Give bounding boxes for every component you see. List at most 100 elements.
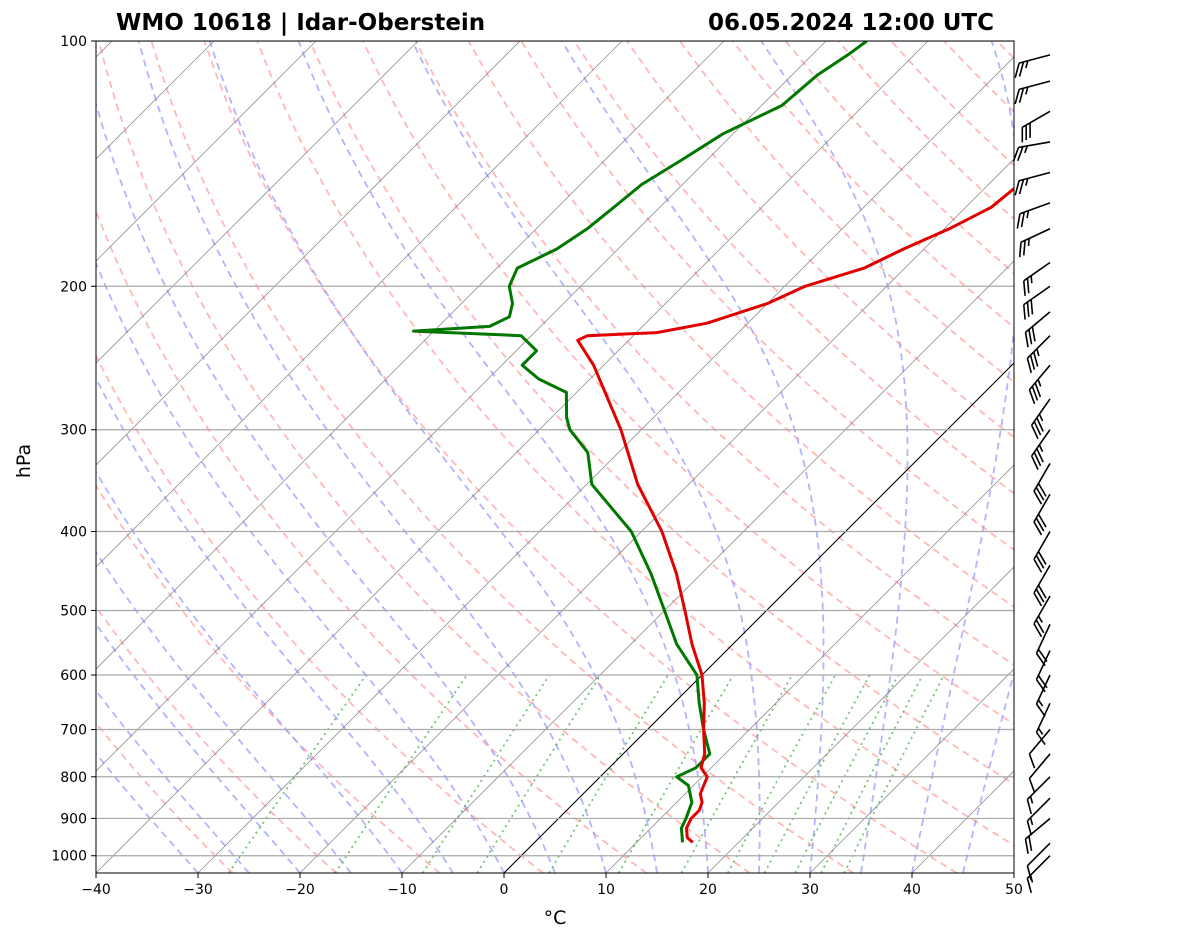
y-tick-label: 100 — [60, 34, 87, 50]
barb-shaft — [1035, 702, 1051, 733]
barb-flag — [1024, 332, 1029, 348]
barb-flag — [1030, 455, 1039, 470]
moist-adiabat — [297, 41, 709, 873]
plot-frame — [95, 40, 1015, 874]
wind-barb — [1030, 429, 1051, 470]
axis-ticks: −40 −30 −20 −10 0 10 20 30 40 50 100 200 300 400 500 60… — [51, 34, 1023, 898]
barb-flag — [1020, 212, 1025, 228]
barb-half-flag — [1037, 699, 1044, 707]
dry-adiabat — [96, 605, 337, 873]
x-axis-label: °C — [544, 907, 567, 929]
moist-adiabat — [96, 100, 556, 873]
barb-flag — [1026, 358, 1033, 374]
dry-adiabat — [150, 41, 854, 873]
barb-flag — [1035, 588, 1045, 603]
barb-flag — [1028, 753, 1036, 769]
barb-flag — [1017, 146, 1024, 162]
barb-flag — [1028, 835, 1033, 852]
wind-barb — [1033, 595, 1051, 638]
dry-adiabat — [203, 41, 958, 873]
wind-barb — [1028, 729, 1051, 769]
isotherm — [605, 464, 1014, 873]
y-tick-label: 600 — [60, 668, 87, 684]
zero-isotherm — [503, 362, 1014, 873]
isotherm — [96, 41, 725, 670]
moist-adiabat — [96, 376, 454, 873]
barb-shaft — [1030, 429, 1051, 457]
wind-barb — [1022, 285, 1051, 320]
wind-barb — [1033, 463, 1051, 505]
barb-flag — [1012, 147, 1020, 162]
barb-shaft — [1024, 311, 1051, 334]
isotherm — [96, 41, 929, 873]
wind-barb — [1026, 797, 1051, 836]
barb-flag — [1031, 326, 1036, 342]
isotherm — [707, 566, 1014, 873]
wind-barb — [1033, 493, 1051, 536]
mixing-ratio-line — [548, 674, 669, 873]
wind-barb — [1035, 702, 1051, 746]
barb-flag — [1026, 278, 1030, 294]
barb-half-flag — [1024, 145, 1029, 154]
background-lines — [96, 41, 1014, 873]
barb-flag — [1026, 878, 1033, 894]
barb-flag — [1030, 299, 1034, 315]
barb-shaft — [1030, 398, 1051, 426]
moist-adiabat — [96, 689, 250, 873]
isotherm — [96, 41, 623, 568]
wind-barb — [1021, 110, 1051, 143]
y-tick-label: 700 — [60, 723, 87, 739]
barb-flag — [1037, 482, 1047, 497]
x-tick-label: 50 — [1005, 882, 1023, 898]
y-axis-label: hPa — [13, 444, 35, 478]
barb-flag — [1037, 513, 1047, 528]
mixing-ratio-line — [617, 674, 735, 873]
wind-barb — [1026, 842, 1051, 881]
barb-shaft — [1019, 202, 1051, 215]
barb-flag — [1022, 304, 1026, 320]
wind-barb — [1030, 398, 1051, 440]
barb-shaft — [1028, 729, 1051, 755]
y-tick-label: 500 — [60, 603, 87, 619]
x-tick-label: 20 — [699, 882, 717, 898]
barb-flag — [1032, 351, 1039, 367]
wind-barb — [1014, 80, 1051, 105]
dry-adiabat — [96, 483, 441, 873]
x-tick-label: −30 — [183, 882, 213, 898]
wind-barb — [1014, 171, 1051, 196]
barb-shaft — [1033, 493, 1051, 523]
wind-barbs — [1012, 54, 1051, 894]
barb-flag — [1022, 240, 1026, 256]
wind-barb — [1022, 261, 1051, 296]
mixing-ratio-line — [843, 674, 945, 873]
wind-barb — [1028, 753, 1051, 793]
dry-adiabat — [256, 41, 1014, 847]
barb-shaft — [1026, 855, 1051, 879]
barb-flag — [1037, 584, 1047, 599]
y-tick-label: 800 — [60, 770, 87, 786]
barb-shaft — [1018, 171, 1051, 182]
barb-flag — [1035, 703, 1046, 717]
barb-shaft — [1018, 80, 1051, 91]
barb-flag — [1024, 838, 1029, 854]
barb-half-flag — [1036, 348, 1040, 357]
barb-half-flag — [1038, 444, 1044, 453]
barb-half-flag — [1025, 60, 1029, 69]
y-tick-label: 200 — [60, 279, 87, 295]
barb-flag — [1033, 558, 1043, 573]
barb-shaft — [1020, 228, 1051, 244]
barb-shaft — [1033, 564, 1051, 594]
wind-barb — [1026, 335, 1051, 374]
barb-shaft — [1026, 335, 1051, 359]
barb-half-flag — [1026, 210, 1030, 219]
isotherm — [96, 41, 827, 772]
barb-flag — [1026, 865, 1033, 881]
isotherm — [809, 668, 1014, 873]
temperature-profile — [576, 186, 1014, 844]
barb-flag — [1029, 354, 1036, 370]
mixing-ratio-line — [227, 674, 367, 873]
barb-flag — [1033, 521, 1043, 536]
barb-flag — [1018, 88, 1025, 103]
wind-barb — [1026, 776, 1051, 815]
